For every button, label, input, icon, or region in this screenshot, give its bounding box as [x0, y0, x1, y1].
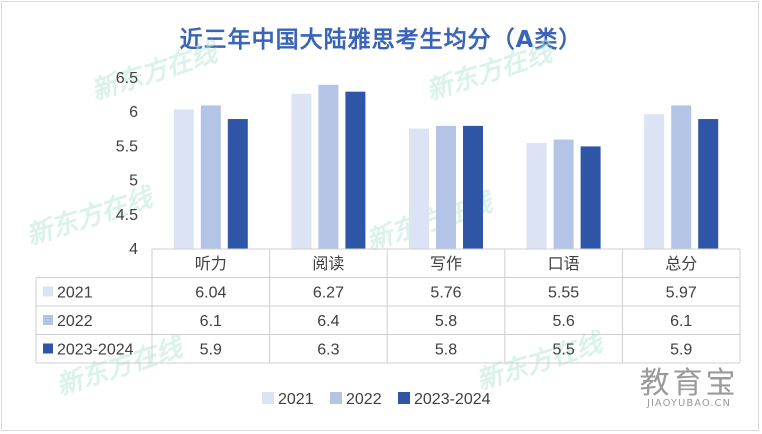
x-category-label: 阅读 — [312, 255, 344, 273]
data-label: 5.5 — [552, 342, 574, 359]
data-label: 6.3 — [317, 342, 339, 359]
legend-swatch — [398, 392, 410, 404]
legend-label: 2021 — [278, 391, 314, 408]
table-series-name: 2023-2024 — [57, 342, 134, 359]
y-tick-label: 4.5 — [116, 207, 138, 224]
data-label: 5.6 — [552, 313, 574, 330]
table-series-name: 2022 — [57, 313, 93, 330]
table-legend-key — [43, 286, 53, 297]
x-category-label: 总分 — [665, 255, 697, 273]
data-label: 5.8 — [435, 342, 457, 359]
data-label: 6.27 — [313, 285, 344, 302]
bar — [227, 119, 248, 249]
data-label: 5.9 — [670, 342, 692, 359]
data-label: 6.04 — [195, 285, 226, 302]
legend-swatch — [262, 392, 274, 404]
data-label: 6.1 — [200, 313, 222, 330]
bar — [436, 125, 456, 249]
bar — [671, 105, 692, 249]
x-category-label: 口语 — [548, 255, 580, 273]
x-category-label: 听力 — [195, 255, 227, 273]
chart-title: 近三年中国大陆雅思考生均分（A类） — [179, 27, 583, 53]
bar — [173, 109, 194, 250]
bar — [200, 105, 221, 249]
bar — [409, 128, 429, 249]
bar — [318, 84, 339, 249]
watermark-text: 新东方在线 — [423, 37, 559, 107]
table-series-name: 2021 — [57, 285, 93, 302]
bar — [644, 114, 665, 249]
watermark-text: 新东方在线 — [473, 327, 609, 397]
watermark-text: 新东方在线 — [88, 37, 224, 107]
data-label: 5.76 — [430, 285, 461, 302]
watermark-text: 新东方在线 — [23, 182, 159, 252]
data-label: 5.55 — [548, 285, 579, 302]
table-legend-key — [43, 343, 53, 354]
bar — [291, 93, 312, 250]
brand-name: 教育宝 — [639, 366, 739, 401]
bar — [526, 142, 547, 249]
x-category-label: 写作 — [430, 255, 462, 273]
legend-label: 2022 — [346, 391, 382, 408]
bar — [580, 146, 601, 249]
y-tick-label: 5.5 — [116, 138, 138, 155]
data-label: 5.8 — [435, 313, 457, 330]
table-legend-key — [43, 315, 53, 325]
brand-url: JIAOYUBAO.CN — [647, 398, 731, 409]
bar — [698, 119, 719, 249]
bar — [345, 91, 366, 250]
bar — [463, 125, 483, 249]
y-tick-label: 6.5 — [116, 70, 138, 87]
data-label: 6.1 — [670, 313, 692, 330]
y-tick-label: 5 — [129, 173, 138, 190]
legend-label: 2023-2024 — [414, 391, 491, 408]
y-tick-label: 4 — [129, 241, 138, 258]
data-label: 5.97 — [666, 285, 697, 302]
y-tick-label: 6 — [129, 104, 138, 121]
data-label: 6.4 — [317, 313, 339, 330]
data-label: 5.9 — [200, 342, 222, 359]
legend-swatch — [330, 392, 342, 404]
bar — [553, 139, 574, 249]
